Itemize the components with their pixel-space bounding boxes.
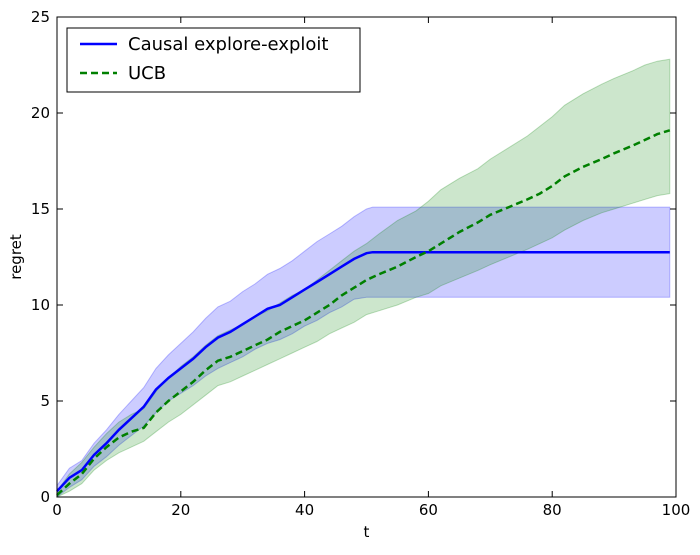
y-tick-label: 20 xyxy=(31,104,50,122)
series-lines xyxy=(56,129,671,497)
legend-label-ucb: UCB xyxy=(128,63,166,84)
series-line-0 xyxy=(56,250,670,493)
x-axis-label: t xyxy=(364,523,370,541)
axis-tick-labels: 0 20 40 60 80 100 0 5 10 15 20 25 xyxy=(31,8,690,519)
x-tick-label: 60 xyxy=(419,501,438,519)
legend-box xyxy=(66,27,361,93)
x-tick-label: 0 xyxy=(52,501,62,519)
y-tick-label: 15 xyxy=(31,200,50,218)
y-axis-label: regret xyxy=(7,234,25,280)
y-tick-label: 5 xyxy=(40,392,50,410)
legend-label-causal: Causal explore-exploit xyxy=(128,34,328,55)
y-tick-label: 25 xyxy=(31,8,50,26)
y-tick-label: 0 xyxy=(40,488,50,506)
legend: Causal explore-exploit UCB xyxy=(66,27,361,93)
x-tick-label: 20 xyxy=(171,501,190,519)
axis-ticks xyxy=(56,16,677,498)
x-tick-label: 80 xyxy=(543,501,562,519)
confidence-bands xyxy=(56,58,671,499)
y-tick-label: 10 xyxy=(31,296,50,314)
confidence-band-0 xyxy=(56,206,671,499)
x-tick-label: 100 xyxy=(662,501,691,519)
series-line-1 xyxy=(56,129,671,497)
plot-frame xyxy=(56,16,677,498)
x-tick-label: 40 xyxy=(295,501,314,519)
